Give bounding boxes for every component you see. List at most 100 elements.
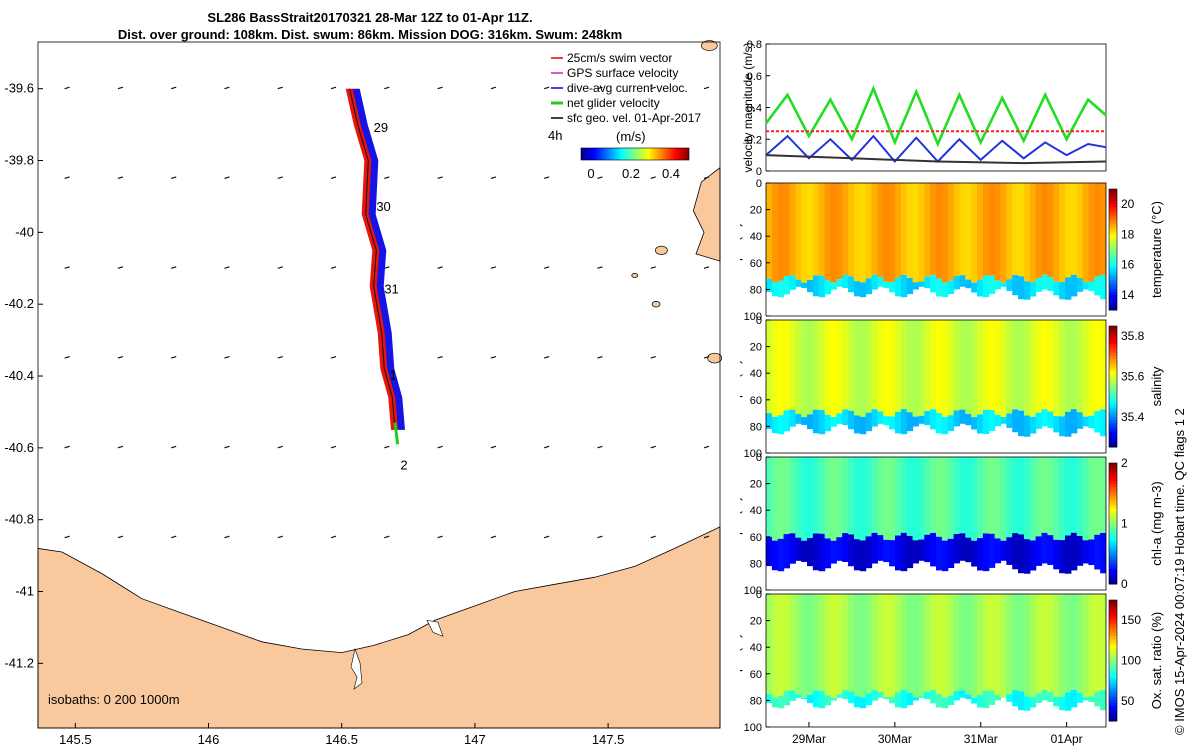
- heatmap-cell: [1053, 539, 1060, 570]
- geo-vel-arrow: [703, 86, 710, 90]
- heatmap-cell: [982, 320, 990, 410]
- colorbar-segment: [1109, 550, 1117, 555]
- depth-tick-label: 20: [750, 342, 762, 354]
- heatmap-cell: [1041, 689, 1048, 701]
- heatmap-frame: [765, 593, 1107, 728]
- heatmap-cell: [971, 594, 978, 698]
- heatmap-cell: [930, 689, 937, 704]
- heatmap-cell: [836, 279, 843, 287]
- heatmap-cell: [859, 594, 867, 698]
- heatmap-cell: [906, 183, 914, 278]
- heatmap-cell: [971, 320, 978, 418]
- colorbar-segment: [1109, 478, 1117, 482]
- heatmap-cell: [994, 538, 1002, 564]
- lon-tick-label: 146: [198, 732, 220, 747]
- heatmap-cell: [865, 320, 873, 413]
- heatmap-cell: [982, 457, 990, 534]
- colorbar-segment: [1109, 279, 1117, 284]
- heatmap-cell: [894, 183, 902, 278]
- heatmap-cell: [877, 411, 884, 424]
- heatmap-cell: [1064, 692, 1072, 711]
- colorbar-segment: [1109, 282, 1117, 287]
- depth-tick-label: 80: [750, 558, 762, 570]
- heatmap-cell: [1070, 183, 1078, 275]
- colorbar-tick-label: 0: [1121, 577, 1128, 591]
- colorbar-segment: [1109, 493, 1117, 497]
- heatmap-cell: [982, 409, 990, 435]
- depth-tick-label: 0: [756, 589, 762, 601]
- net-velocity-end: [393, 422, 400, 445]
- heatmap-cell: [1070, 594, 1078, 690]
- heatmap-cell: [853, 457, 861, 540]
- heatmap-cell: [789, 457, 796, 534]
- geo-vel-arrow: [650, 176, 656, 180]
- colorbar-segment: [1109, 276, 1117, 281]
- heatmap-cell: [865, 693, 873, 706]
- heatmap-cell: [1094, 411, 1101, 433]
- heatmap-cell: [771, 282, 779, 297]
- geo-vel-arrow: [703, 355, 710, 359]
- colorbar-segment: [1109, 395, 1117, 400]
- depth-tick-label: 80: [750, 695, 762, 707]
- heatmap-cell: [1018, 320, 1025, 411]
- heatmap-cell: [777, 457, 785, 539]
- heatmap-cell: [941, 183, 949, 283]
- depth-tick-label: 100: [744, 722, 762, 734]
- colorbar-segment: [1109, 270, 1117, 275]
- heatmap-cell: [842, 533, 849, 563]
- geo-vel-arrow: [703, 445, 710, 449]
- heatmap-cell: [883, 281, 890, 289]
- geo-vel-arrow: [64, 86, 70, 90]
- colorbar-segment: [1109, 696, 1117, 701]
- heatmap-cell: [853, 539, 861, 571]
- heatmap-cell: [941, 320, 949, 417]
- geo-vel-arrow: [330, 266, 337, 269]
- colorbar-segment: [1109, 642, 1117, 646]
- colorbar-label: salinity: [1149, 366, 1164, 406]
- time-tick-label: 29Mar: [792, 732, 826, 746]
- depth-tick-label: 60: [750, 669, 762, 681]
- heatmap-cell: [947, 594, 955, 696]
- lat-tick-label: -40.4: [4, 368, 34, 383]
- heatmap-cell: [1018, 691, 1025, 711]
- heatmap-cell: [1035, 594, 1043, 694]
- heatmap-cell: [1023, 281, 1031, 300]
- heatmap-cell: [1082, 416, 1090, 427]
- heatmap-cell: [894, 457, 902, 536]
- colorbar-tick-label: 20: [1121, 197, 1135, 211]
- heatmap-cell: [812, 409, 820, 434]
- colorbar-segment: [1109, 532, 1117, 537]
- heatmap-cell: [924, 183, 931, 277]
- depth-tick-label: 40: [750, 231, 762, 243]
- heatmap-cell: [1064, 320, 1072, 412]
- velocity-ytick-label: 0: [756, 166, 762, 178]
- heatmap-cell: [906, 457, 914, 536]
- colorbar-segment: [1109, 392, 1117, 397]
- heatmap-cell: [959, 320, 966, 410]
- heatmap-cell: [842, 457, 849, 534]
- heatmap-cell: [918, 594, 925, 697]
- geo-vel-arrow: [117, 86, 124, 90]
- heatmap-cell: [953, 457, 961, 535]
- heatmap-cell: [877, 183, 884, 278]
- depth-tick-label: 20: [750, 479, 762, 491]
- heatmap-cell: [1000, 183, 1007, 283]
- heatmap-cell: [1041, 183, 1048, 275]
- colorbar-segment: [1109, 681, 1117, 686]
- depth-tick-label: 40: [750, 642, 762, 654]
- depth-ylabel: Depth (m): [740, 223, 743, 276]
- heatmap-cell: [871, 320, 878, 410]
- heatmap-cell: [766, 413, 773, 430]
- heatmap-cell: [818, 594, 826, 691]
- heatmap-cell: [1029, 540, 1037, 571]
- heatmap-cell: [1064, 535, 1072, 574]
- heatmap-cell: [842, 275, 849, 289]
- lon-tick-label: 145.5: [59, 732, 92, 747]
- tasmania-coast: [37, 526, 721, 729]
- heatmap-cell: [1053, 320, 1060, 417]
- geo-vel-arrow: [543, 445, 550, 449]
- heatmap-cell: [783, 183, 791, 277]
- heatmap-cell: [941, 697, 949, 709]
- tamar-estuary: [350, 647, 363, 690]
- colorbar-segment: [1109, 225, 1117, 229]
